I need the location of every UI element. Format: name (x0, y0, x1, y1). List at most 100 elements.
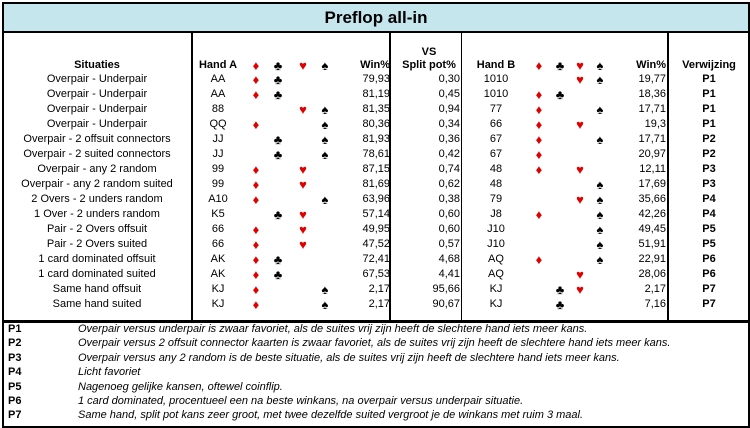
verwijzing-cell: P1 (702, 118, 716, 130)
situatie-cell: Overpair - 2 suited connectors (23, 148, 171, 160)
diamond-icon: ♦ (252, 192, 260, 207)
suit-cell (528, 222, 550, 237)
club-icon: ♣ (273, 207, 283, 222)
note-code: P1 (8, 323, 22, 335)
suit-cell (266, 222, 290, 237)
split-pot-cell: 95,66 (432, 283, 460, 295)
hand-a-cell: QQ (209, 118, 227, 130)
hand-a-cell: KJ (211, 298, 225, 310)
suit-cell (570, 102, 590, 117)
suit-cell (570, 222, 590, 237)
results-table: Situaties Hand A ♦ ♣ ♥ ♠ Win% VS Split po… (4, 36, 748, 312)
verwijzing-cell: P6 (702, 253, 716, 265)
suit-cell (550, 147, 570, 162)
spade-icon: ♠ (321, 192, 329, 207)
club-icon: ♣ (555, 297, 565, 312)
column-divider (389, 32, 391, 322)
note-text: Overpair versus 2 offsuit connector kaar… (78, 337, 671, 350)
heart-icon: ♥ (299, 207, 307, 222)
table-row: Overpair - 2 offsuit connectors JJ ♣ ♠ 81,93… (4, 132, 748, 147)
heart-icon: ♥ (576, 192, 584, 207)
hand-a-cell: JJ (212, 133, 224, 145)
suit-cell (570, 147, 590, 162)
win-b-cell: 42,26 (638, 208, 666, 220)
club-icon: ♣ (273, 87, 283, 102)
suit-cell (590, 117, 610, 132)
suit-cell (570, 237, 590, 252)
diamond-icon: ♦ (252, 297, 260, 312)
diamond-icon: ♦ (535, 147, 543, 162)
diamond-icon: ♦ (252, 162, 260, 177)
heart-icon: ♥ (299, 58, 307, 72)
hand-b-cell: J10 (487, 223, 505, 235)
suit-cell (570, 207, 590, 222)
split-pot-cell: 0,60 (438, 208, 460, 220)
column-divider (461, 32, 462, 322)
diamond-icon: ♦ (535, 132, 543, 147)
win-a-cell: 49,95 (362, 223, 390, 235)
hand-b-cell: AQ (488, 253, 504, 265)
note-text: Overpair versus underpair is zwaar favor… (78, 323, 588, 335)
win-a-cell: 63,96 (362, 193, 390, 205)
hand-a-cell: AK (210, 268, 226, 280)
suit-cell (290, 147, 316, 162)
suit-cell (316, 252, 334, 267)
verwijzing-cell: P2 (702, 133, 716, 145)
header-vs-split: VS Split pot% (394, 36, 464, 72)
hand-b-cell: 66 (489, 118, 503, 130)
suit-cell (590, 267, 610, 282)
situatie-cell: Overpair - Underpair (46, 73, 148, 85)
diamond-icon: ♦ (252, 222, 260, 237)
spade-icon: ♠ (596, 192, 604, 207)
win-a-cell: 2,17 (368, 283, 390, 295)
win-b-cell: 35,66 (638, 193, 666, 205)
diamond-icon: ♦ (252, 267, 260, 282)
win-b-cell: 22,91 (638, 253, 666, 265)
split-pot-cell: 0,42 (438, 148, 460, 160)
situatie-cell: Pair - 2 Overs offsuit (46, 223, 148, 235)
win-b-cell: 28,06 (638, 268, 666, 280)
hand-a-cell: 66 (211, 238, 225, 250)
diamond-icon: ♦ (535, 207, 543, 222)
verwijzing-cell: P7 (702, 298, 716, 310)
win-a-cell: 81,19 (362, 88, 390, 100)
situatie-cell: Same hand suited (52, 298, 142, 310)
suit-cell (550, 237, 570, 252)
club-icon: ♣ (555, 87, 565, 102)
note-code: P7 (8, 409, 22, 422)
suit-cell (266, 192, 290, 207)
hand-b-cell: J8 (490, 208, 502, 220)
situatie-cell: 1 card dominated offsuit (38, 253, 156, 265)
diamond-icon: ♦ (252, 72, 260, 87)
club-icon: ♣ (273, 132, 283, 147)
win-a-cell: 2,17 (368, 298, 390, 310)
note-code: P5 (8, 380, 22, 393)
spade-icon: ♠ (596, 132, 604, 147)
hand-a-cell: JJ (212, 148, 224, 160)
suit-cell (246, 102, 266, 117)
win-a-cell: 81,69 (362, 178, 390, 190)
diamond-icon: ♦ (252, 87, 260, 102)
spade-icon: ♠ (596, 72, 604, 87)
split-pot-cell: 0,62 (438, 178, 460, 190)
verwijzing-cell: P1 (702, 88, 716, 100)
heart-icon: ♥ (576, 282, 584, 297)
win-b-cell: 51,91 (638, 238, 666, 250)
diamond-icon: ♦ (252, 58, 260, 72)
hand-a-cell: 99 (211, 163, 225, 175)
spade-icon: ♠ (596, 207, 604, 222)
spade-icon: ♠ (596, 102, 604, 117)
hand-a-cell: A10 (208, 193, 228, 205)
table-row: Same hand offsuit KJ ♦ ♠ 2,17 95,66 KJ ♣ ♥ 2,17 P7 (4, 282, 748, 297)
header-win-b: Win% (636, 59, 666, 71)
heart-icon: ♥ (299, 162, 307, 177)
win-a-cell: 87,15 (362, 163, 390, 175)
suit-cell (590, 282, 610, 297)
note-code: P6 (8, 394, 22, 407)
suit-cell (266, 117, 290, 132)
club-icon: ♣ (273, 252, 283, 267)
win-a-cell: 81,35 (362, 103, 390, 115)
diamond-icon: ♦ (535, 102, 543, 117)
suit-cell (550, 117, 570, 132)
hand-b-cell: 79 (489, 193, 503, 205)
